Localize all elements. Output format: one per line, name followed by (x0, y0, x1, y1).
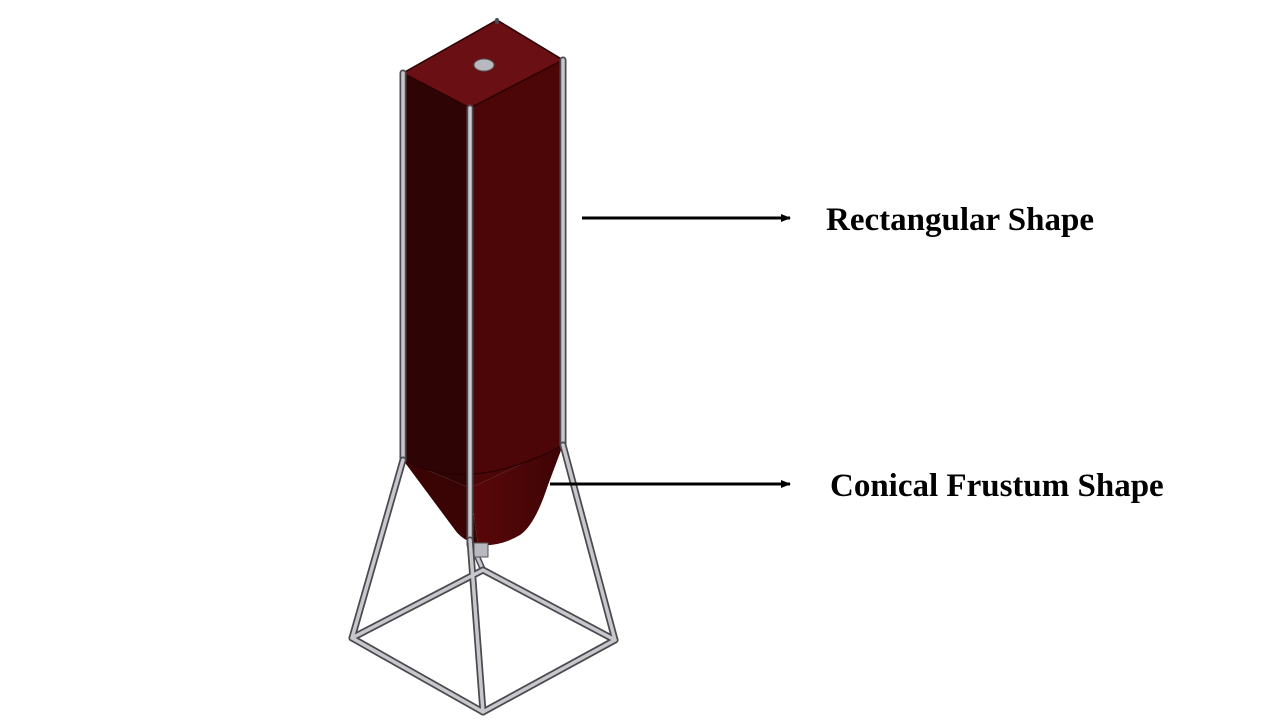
hopper-seam (402, 444, 564, 476)
silo-body-left-face (403, 73, 470, 488)
hopper-outlet (473, 542, 489, 558)
silo-body-front-face (470, 60, 563, 488)
top-outlet (473, 58, 495, 72)
support-frame (348, 441, 619, 716)
hopper-left (403, 460, 478, 545)
silo-corner-posts (399, 18, 567, 549)
label-rectangular-shape: Rectangular Shape (826, 202, 1094, 238)
hopper-right (470, 445, 563, 546)
label-conical-frustum-shape: Conical Frustum Shape (830, 468, 1164, 504)
